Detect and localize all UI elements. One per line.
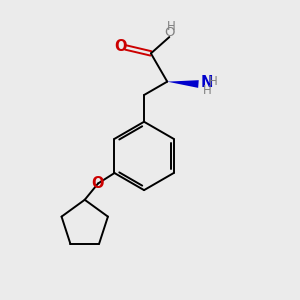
Text: O: O [165,26,175,39]
Text: N: N [201,75,213,90]
Text: H: H [167,20,175,33]
Text: H: H [202,84,211,97]
Text: O: O [91,176,104,191]
Text: O: O [114,39,127,54]
Polygon shape [167,80,199,88]
Text: H: H [209,75,218,88]
